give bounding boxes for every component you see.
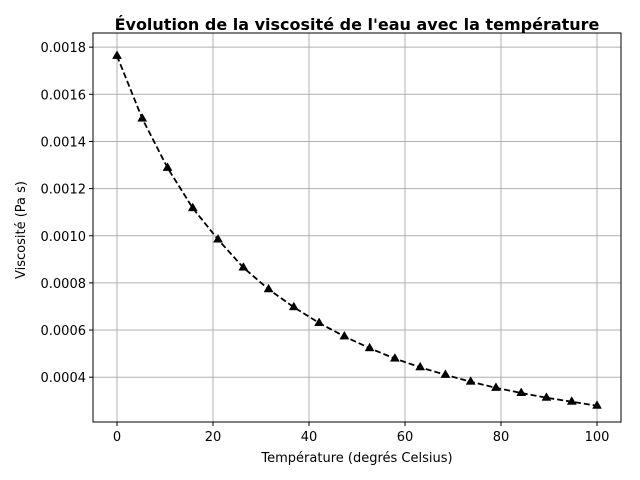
data-point-marker: [238, 262, 249, 271]
series-layer: [112, 50, 602, 409]
data-point-marker: [541, 392, 552, 401]
x-tick-label: 80: [493, 430, 510, 445]
data-point-marker: [288, 301, 299, 311]
plot-frame: [92, 32, 622, 423]
y-tick-label: 0.0008: [41, 277, 87, 292]
y-axis-ticks: 0.0004 0.0006 0.0008 0.0010 0.0012 0.0014 0.00…: [41, 41, 93, 386]
data-point-marker: [465, 376, 476, 385]
data-point-marker: [137, 113, 148, 122]
data-point-marker: [187, 202, 198, 212]
x-tick-label: 40: [301, 430, 318, 445]
y-tick-label: 0.0004: [41, 371, 87, 386]
y-tick-label: 0.0012: [41, 183, 87, 198]
data-point-marker: [566, 396, 577, 405]
x-axis-label: Température (degrés Celsius): [260, 451, 452, 466]
grid: [93, 33, 621, 422]
y-tick-label: 0.0014: [41, 135, 87, 150]
y-tick-label: 0.0010: [41, 230, 87, 245]
data-point-marker: [213, 234, 223, 243]
y-tick-label: 0.0018: [41, 41, 87, 56]
data-point-marker: [592, 400, 602, 409]
y-tick-label: 0.0006: [41, 324, 87, 339]
data-point-marker: [263, 283, 274, 293]
data-point-marker: [491, 382, 501, 391]
y-tick-label: 0.0016: [41, 88, 87, 103]
data-point-marker: [162, 162, 173, 171]
x-tick-label: 20: [205, 430, 222, 445]
data-point-marker: [516, 387, 527, 396]
x-tick-label: 100: [585, 430, 610, 445]
data-point-marker: [389, 353, 400, 362]
data-point-marker: [364, 342, 375, 352]
data-point-marker: [339, 330, 350, 340]
x-axis-ticks: 0 20 40 60 80 100: [113, 422, 610, 445]
chart-title: Évolution de la viscosité de l'eau avec …: [115, 15, 600, 34]
x-tick-label: 0: [113, 430, 121, 445]
x-tick-label: 60: [397, 430, 414, 445]
data-point-marker: [314, 317, 325, 326]
data-point-marker: [415, 361, 426, 371]
y-axis-label: Viscosité (Pa s): [14, 181, 29, 279]
data-point-marker: [112, 50, 122, 59]
data-point-marker: [440, 369, 451, 378]
series-line: [116, 55, 598, 407]
